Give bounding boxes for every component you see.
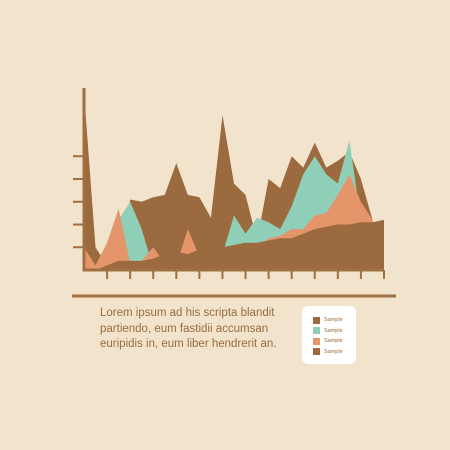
legend-label: Sample — [324, 317, 343, 323]
legend-item: Sample — [313, 327, 343, 335]
legend-label: Sample — [324, 349, 343, 355]
caption-line: euripidis in, eum liber hendrerit an. — [100, 337, 300, 353]
caption-text: Lorem ipsum ad his scripta blandit parti… — [100, 306, 300, 353]
caption-line: Lorem ipsum ad his scripta blandit — [100, 306, 300, 322]
legend-swatch — [313, 327, 320, 334]
legend-swatch — [313, 348, 320, 355]
chart-legend: Sample Sample Sample Sample — [302, 306, 356, 364]
caption-line: partiendo, eum fastidii accumsan — [100, 322, 300, 338]
series-layer — [84, 93, 384, 270]
legend-label: Sample — [324, 338, 343, 344]
legend-swatch — [313, 338, 320, 345]
legend-item: Sample — [313, 316, 343, 324]
legend-label: Sample — [324, 328, 343, 334]
legend-item: Sample — [313, 337, 343, 345]
legend-item: Sample — [313, 348, 343, 356]
legend-swatch — [313, 317, 320, 324]
